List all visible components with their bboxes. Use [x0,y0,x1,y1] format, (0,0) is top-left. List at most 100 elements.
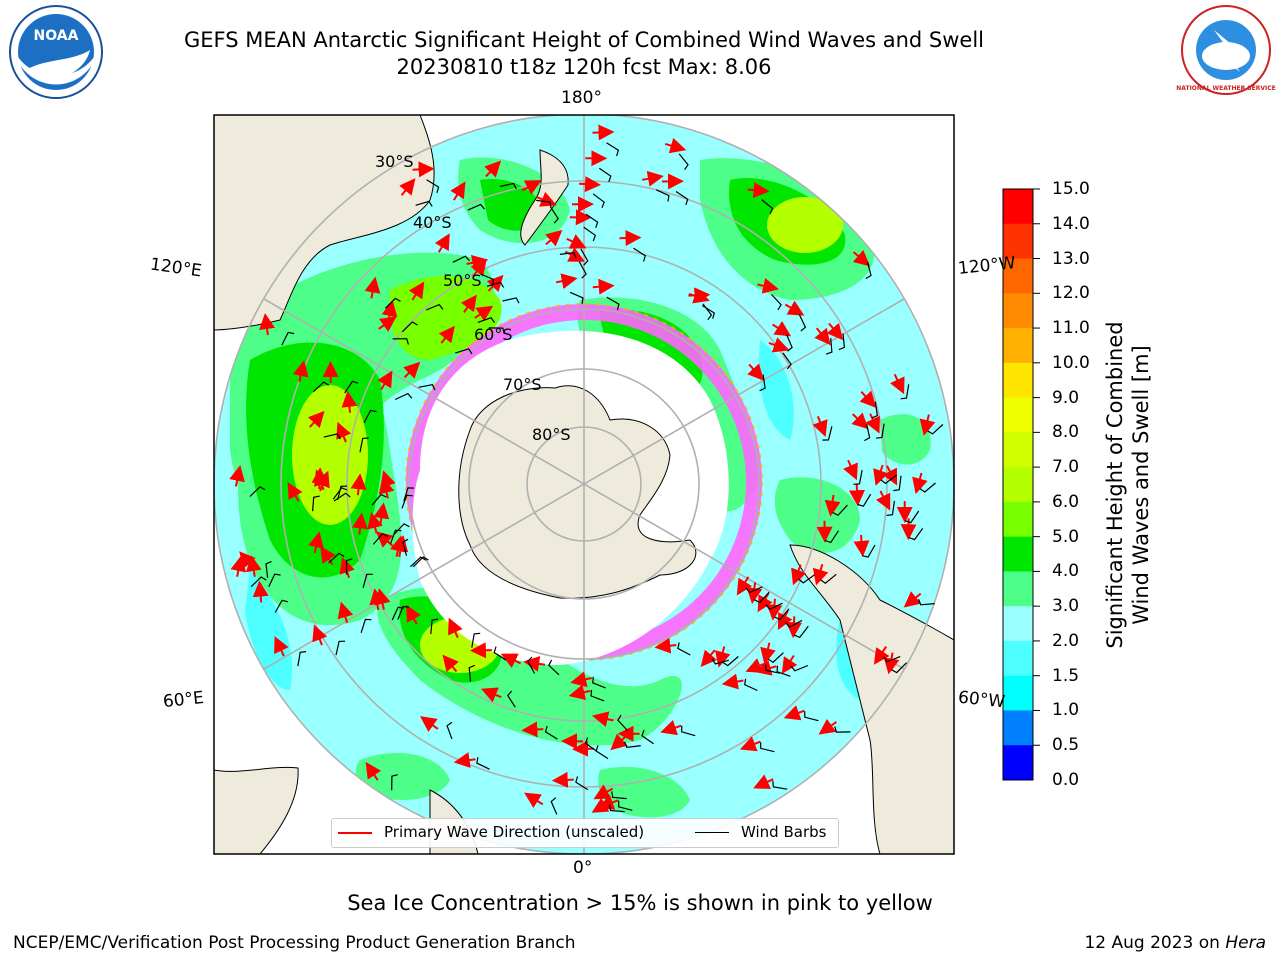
wind-barb [793,625,809,639]
wave-arrow [736,576,753,596]
wind-barb [918,598,935,606]
colorbar-segment [1003,606,1033,642]
wind-barb [883,656,901,663]
wave-arrow [843,459,858,481]
wave-arrow [307,410,325,429]
wind-barb [786,334,793,352]
wind-barb [499,182,517,190]
wave-arrow [392,535,409,557]
wind-barb [761,199,774,215]
colorbar-tick-label: 7.0 [1052,457,1080,478]
wave-arrow [592,278,615,295]
wind-barb [527,656,536,674]
wind-barb [502,297,520,304]
wind-barb [250,576,267,588]
wave-arrow [229,464,245,487]
map-frame [213,114,955,855]
wind-barb [548,659,560,676]
wind-barb [323,433,341,440]
wind-barb [249,486,266,497]
noaa-logo: NOAA [9,5,103,99]
wave-arrow [721,673,744,690]
chart-subtitle: 20230810 t18z 120h fcst Max: 8.06 [396,55,772,79]
colorbar-segment [1003,536,1033,572]
wind-barb [402,538,409,556]
wave-arrow [399,178,416,196]
wave-arrow [378,316,397,332]
wave-arrow [481,687,502,703]
colorbar-segment [1003,362,1033,399]
wave-arrow [919,414,936,436]
legend-label-primary-wave: Primary Wave Direction (unscaled) [384,823,645,841]
sea-ice-note: Sea Ice Concentration > 15% is shown in … [347,891,933,915]
wind-barb [403,487,414,502]
wind-barb [760,742,775,753]
colorbar-segment [1003,328,1033,364]
wind-barb [765,602,783,611]
wind-barb [754,591,770,604]
nws-logo: NATIONAL WEATHER SERVICE [1176,5,1276,95]
wave-arrow [555,273,578,290]
wave-arrow [259,313,276,336]
wave-arrow [239,551,256,569]
wave-arrow [568,684,591,701]
colorbar-segment [1003,745,1033,781]
wave-arrow [352,512,368,535]
wind-barb [550,206,559,224]
wind-barb [390,529,402,544]
wind-barbs [249,142,944,815]
wind-barb [590,689,605,702]
colorbar-tick-label: 0.0 [1052,770,1080,790]
wind-barb [838,333,846,351]
wave-arrow [784,300,805,316]
colorbar-segment [1003,189,1033,225]
wave-arrow [619,230,642,246]
wind-barb [328,552,345,564]
wind-barb [767,652,784,663]
wind-barb [678,153,689,171]
wind-barb [864,423,871,442]
wave-arrow [420,716,439,732]
wind-barb [544,725,558,740]
wave-arrow [849,484,865,507]
wind-barb [774,608,790,621]
wave-arrow [341,390,358,413]
wave-arrow [292,360,309,382]
wave-arrow [484,160,502,178]
wind-barb [759,374,766,392]
lat-label-40s: 40°S [413,213,452,232]
wind-barb [606,142,620,157]
legend-swatch-red [338,831,372,834]
wave-arrow [814,327,831,346]
wind-barb [384,297,401,309]
wave-arrow [757,277,780,294]
colorbar-segment [1003,467,1033,503]
wind-barb [426,303,444,311]
noaa-logo-text: NOAA [34,28,79,44]
wind-barb [371,493,387,506]
colorbar-segment [1003,258,1033,294]
wave-arrow [545,229,563,247]
wave-arrow [312,624,328,646]
wave-arrow [781,654,798,674]
wind-barb [488,327,505,335]
wind-barb [372,533,389,545]
wind-barb [722,656,739,667]
wind-barb [598,167,612,182]
wind-barb [927,424,944,435]
wind-barb [452,255,470,263]
wind-barb [583,226,597,242]
wave-arrow [579,176,601,193]
wave-arrow [408,281,425,301]
wave-arrow [474,305,494,322]
wave-arrow [859,390,877,408]
colorbar-tick-label: 13.0 [1052,248,1090,269]
wave-arrow [523,655,546,672]
wave-arrow [851,412,869,430]
wave-arrow [460,294,477,313]
wind-barb [825,338,833,355]
colorbar-tick-label: 3.0 [1052,596,1080,617]
colorbar-frame [1002,188,1034,781]
wind-barb [804,711,819,722]
wave-arrow [551,771,574,788]
